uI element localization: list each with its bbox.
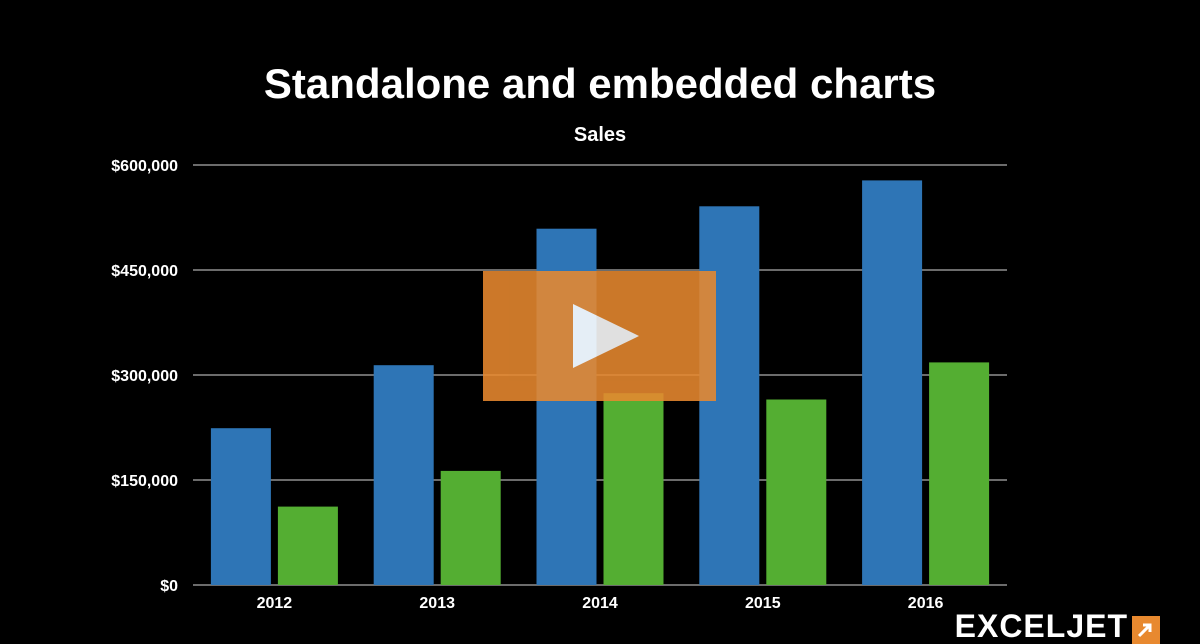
y-axis-tick-labels: $0 $150,000 $300,000 $450,000 $600,000 [111,158,178,595]
logo-text: EXCELJET [954,608,1128,644]
bar-series-2 [440,470,501,585]
y-tick-label: $600,000 [111,158,178,175]
bar-series-1 [210,428,271,585]
bar-series-2 [929,362,990,585]
bar-series-1 [373,365,434,585]
x-tick-label: 2016 [908,595,944,612]
bar-series-2 [766,399,827,585]
page-title: Standalone and embedded charts [263,60,937,107]
y-tick-label: $450,000 [111,263,178,280]
logo-mark-icon [1132,616,1160,644]
x-tick-label: 2014 [582,595,618,612]
y-tick-label: $300,000 [111,368,178,385]
x-tick-label: 2013 [419,595,455,612]
x-tick-label: 2015 [745,595,781,612]
chart-title: Sales [574,124,626,146]
exceljet-logo: EXCELJET [955,604,1160,644]
bar-series-2 [277,506,338,585]
bar-series-1 [862,180,923,585]
y-tick-label: $0 [160,578,178,595]
bar-series-2 [603,393,664,585]
x-axis-tick-labels: 2012 2013 2014 2015 2016 [257,595,944,612]
y-tick-label: $150,000 [111,473,178,490]
play-icon [572,304,639,368]
x-tick-label: 2012 [257,595,293,612]
play-button[interactable] [483,271,716,401]
